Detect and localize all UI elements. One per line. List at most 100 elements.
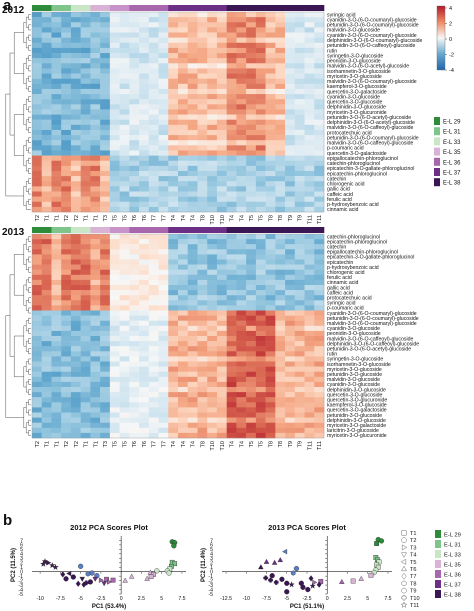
heatmap-cell [216, 341, 227, 347]
stage-legend-label: E-L 36 [443, 160, 461, 166]
heatmap-cell [129, 181, 140, 187]
heatmap-cell [129, 381, 140, 388]
heatmap-cell [294, 68, 305, 74]
heatmap-cell [226, 392, 237, 398]
heatmap-cell [187, 371, 198, 378]
heatmap-cell [70, 150, 81, 156]
heatmap-cell [275, 259, 286, 265]
heatmap-cell [109, 346, 120, 352]
heatmap-cell [168, 150, 179, 156]
stage-legend-label: E-L 31 [443, 130, 461, 136]
heatmap-cell [246, 432, 257, 439]
heatmap-cell [275, 150, 286, 156]
heatmap-cell [80, 109, 91, 115]
heatmap-cell [285, 264, 296, 270]
heatmap-cell [197, 387, 208, 393]
heatmap-cell [80, 78, 91, 85]
heatmap-cell [236, 269, 247, 276]
heatmap-cell [226, 249, 237, 255]
heatmap-cell [70, 305, 81, 311]
scatter-point [279, 576, 285, 582]
heatmap-cell [197, 17, 208, 23]
heatmap-cell [41, 290, 52, 296]
heatmap-cell [236, 290, 247, 296]
heatmap-cell [70, 432, 81, 439]
heatmap-cell [41, 83, 52, 90]
heatmap-cell [178, 234, 188, 240]
heatmap-cell [139, 78, 150, 85]
heatmap-cell [236, 47, 247, 54]
heatmap-cell [32, 234, 42, 240]
heatmap-cell [41, 341, 52, 347]
heatmap-cell [148, 264, 159, 270]
heatmap-cell [41, 269, 52, 276]
heatmap-cell [207, 83, 218, 90]
heatmap-cell [109, 341, 120, 347]
heatmap-cell [275, 315, 286, 321]
heatmap-cell [314, 37, 325, 44]
stage-bar-segment [246, 5, 257, 11]
heatmap-column-label: T5 [259, 215, 265, 222]
color-scale-legend: 420-2-4 [436, 5, 454, 74]
heatmap-cell [51, 201, 62, 208]
heatmap-cell [255, 397, 266, 403]
heatmap-column-label: T4 [191, 441, 197, 448]
y-tick-label: 6 [20, 543, 23, 549]
heatmap-cell [51, 181, 62, 187]
heatmap-cell [178, 140, 188, 146]
heatmap-cell [32, 140, 42, 146]
heatmap-cell [294, 201, 305, 208]
heatmap-cell [187, 300, 198, 306]
heatmap-cell [129, 17, 140, 23]
x-tick-label: -2.5 [303, 596, 312, 602]
heatmap-column-label: T6 [132, 441, 138, 448]
stage-bar-segment [255, 227, 266, 233]
heatmap-cell [178, 150, 188, 156]
heatmap-cell [285, 402, 296, 408]
heatmap-cell [109, 124, 120, 131]
heatmap-cell [61, 407, 72, 413]
heatmap-cell [158, 320, 169, 327]
heatmap-cell [70, 63, 81, 69]
heatmap-cell [158, 412, 169, 418]
heatmap-cell [158, 239, 169, 245]
heatmap-cell [275, 346, 286, 352]
heatmap-cell [61, 27, 72, 33]
heatmap-cell [265, 176, 276, 182]
y-tick-label: 1 [20, 565, 23, 571]
heatmap-cell [129, 387, 140, 393]
heatmap-column-label: T9 [288, 441, 294, 448]
heatmap-cell [304, 155, 315, 161]
heatmap-cell [51, 254, 62, 260]
heatmap-cell [275, 47, 286, 54]
stage-bar-segment [207, 5, 218, 11]
heatmap-cell [51, 119, 62, 126]
heatmap-cell [294, 259, 305, 265]
heatmap-cell [70, 181, 81, 187]
heatmap-cell [70, 290, 81, 296]
heatmap-cell [285, 234, 296, 240]
heatmap-column-label: T8 [200, 441, 206, 448]
heatmap-cell [109, 412, 120, 418]
heatmap-cell [207, 320, 218, 327]
heatmap-cell [51, 53, 62, 59]
heatmap-cell [236, 150, 247, 156]
heatmap-cell [129, 47, 140, 54]
heatmap-cell [216, 170, 227, 177]
heatmap-cell [80, 264, 91, 270]
heatmap-cell [178, 407, 188, 413]
heatmap-cell [304, 300, 315, 306]
heatmap-cell [207, 140, 218, 146]
heatmap-cell [80, 32, 91, 38]
heatmap-cell [246, 47, 257, 54]
heatmap-cell [32, 170, 42, 177]
heatmap-cell [294, 381, 305, 388]
stage-legend-label: E-L 35 [444, 563, 461, 569]
heatmap-cell [109, 17, 120, 23]
heatmap-cell [246, 341, 257, 347]
heatmap-column-label: T6 [142, 215, 148, 222]
heatmap-cell [70, 315, 81, 321]
heatmap-cell [226, 356, 237, 362]
heatmap-cell [275, 135, 286, 141]
heatmap-cell [158, 206, 169, 213]
